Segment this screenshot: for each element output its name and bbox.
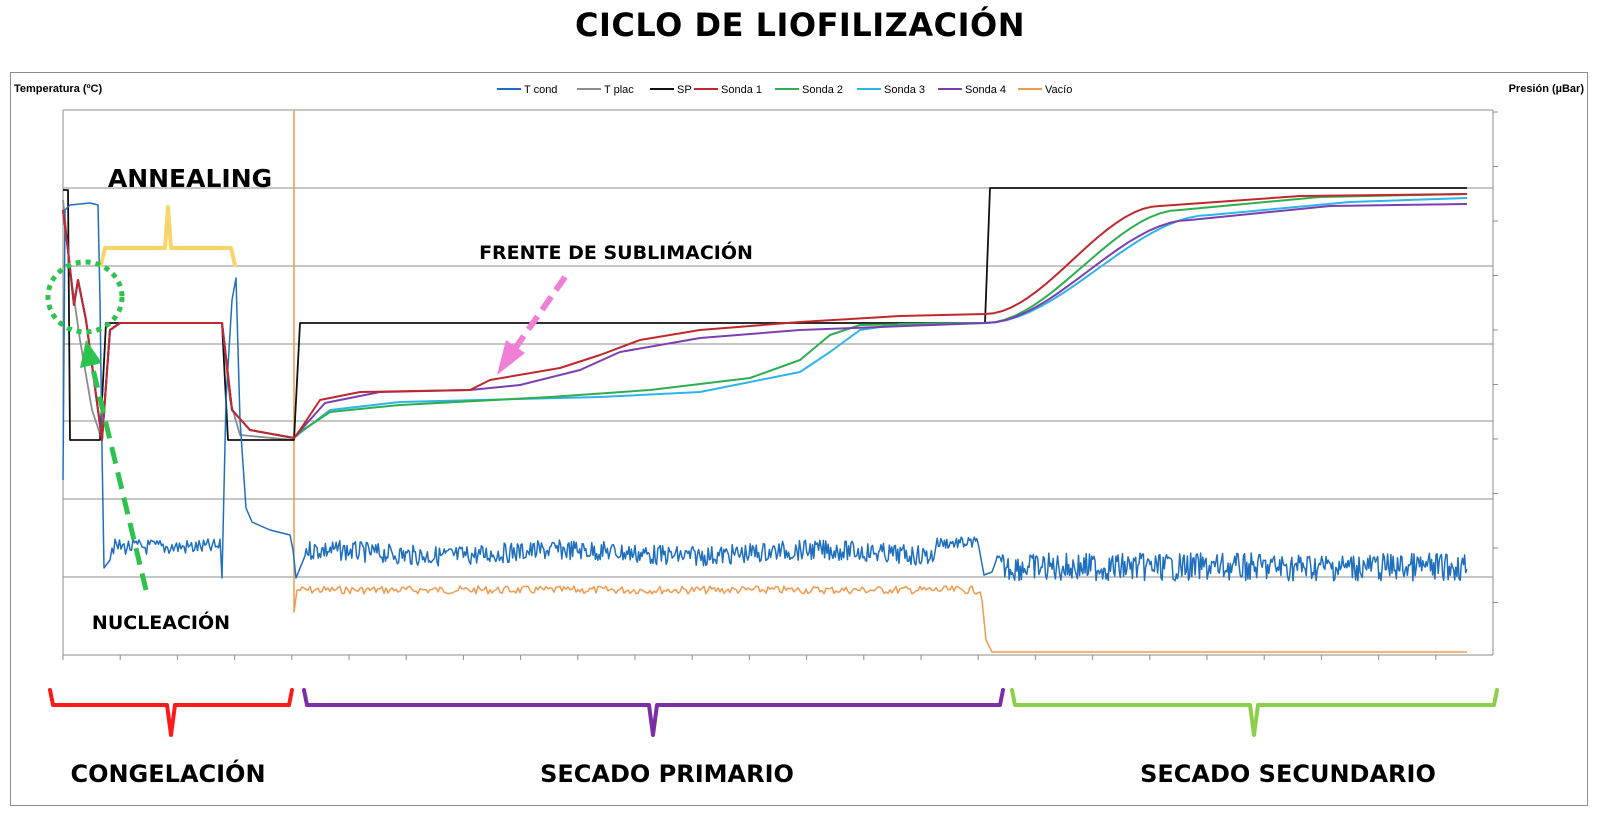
phase-label-secado-secundario: SECADO SECUNDARIO	[1140, 760, 1436, 788]
nucleation-arrow-shaft	[89, 364, 149, 591]
series-sonda-4	[62, 203, 1468, 441]
y-axis-left-title: Temperatura (ºC)	[14, 83, 102, 95]
series-sonda-3	[62, 197, 1468, 441]
phase-label-secado-primario: SECADO PRIMARIO	[540, 760, 794, 788]
y-axis-right-title: Presión (µBar)	[1509, 83, 1585, 95]
series-sonda-2	[62, 193, 1468, 441]
bracket-secado-primario	[302, 688, 1005, 737]
axis-ticks	[62, 111, 1498, 660]
phase-brackets	[48, 688, 1499, 737]
nucleation-circle	[45, 259, 125, 335]
series-lines	[62, 110, 1468, 653]
legend-label: T plac	[604, 84, 634, 96]
legend-label: SP	[677, 84, 692, 96]
annealing-bracket	[99, 205, 237, 267]
chart-frame	[10, 72, 1588, 806]
frente-label: FRENTE DE SUBLIMACIÓN	[479, 240, 753, 264]
legend: T cond T plac SP Sonda 1 Sonda 2 Sonda 3 Sonda…	[497, 84, 1072, 96]
legend-label: Sonda 3	[884, 84, 925, 96]
nucleacion-label: NUCLEACIÓN	[92, 610, 230, 634]
legend-label: Sonda 2	[802, 84, 843, 96]
gridlines	[62, 109, 1494, 656]
chart-title: CICLO DE LIOFILIZACIÓN	[575, 6, 1025, 44]
annealing-label: ANNEALING	[108, 164, 272, 193]
annotations	[45, 205, 568, 591]
legend-label: T cond	[524, 84, 557, 96]
bracket-congelacion	[48, 688, 294, 737]
phase-label-congelacion: CONGELACIÓN	[70, 758, 265, 788]
series-vacio	[293, 110, 1467, 653]
nucleation-arrow-head	[80, 340, 102, 368]
series-sp	[63, 187, 1467, 441]
legend-label: Sonda 4	[965, 84, 1006, 96]
bracket-secado-secundario	[1010, 688, 1499, 737]
frente-arrow-shaft	[511, 275, 568, 352]
series-t-cond	[62, 202, 1468, 582]
frente-arrow-head	[497, 340, 525, 375]
legend-label: Sonda 1	[721, 84, 762, 96]
series-sonda-1	[62, 193, 1468, 441]
legend-label: Vacío	[1045, 84, 1072, 96]
